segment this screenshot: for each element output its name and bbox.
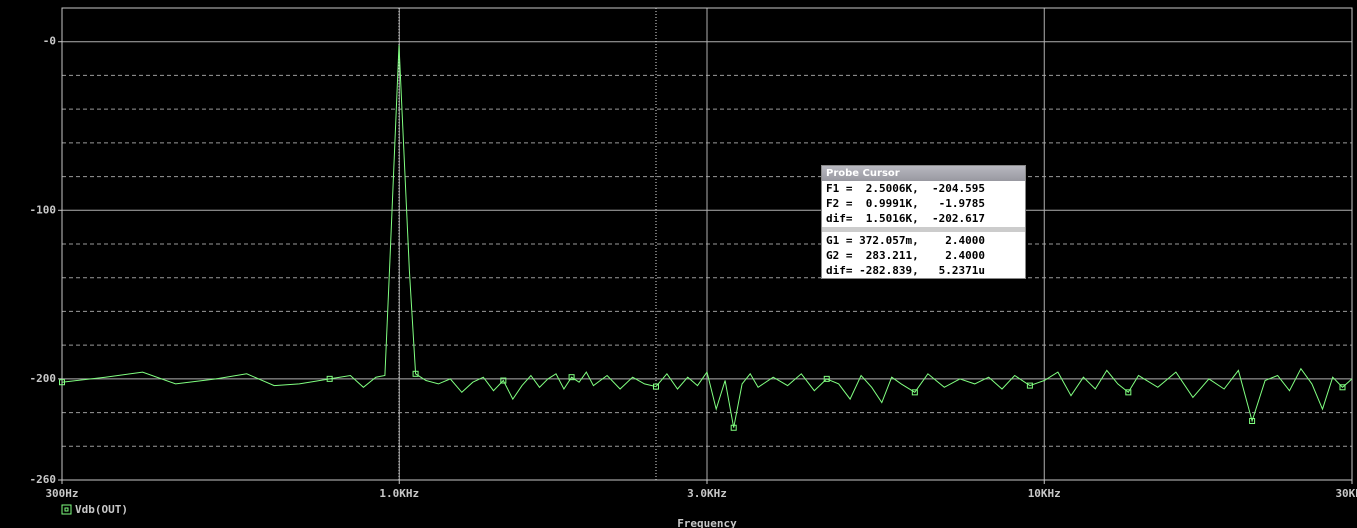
point-marker xyxy=(1026,382,1033,389)
point-marker xyxy=(326,375,333,382)
x-axis-title: Frequency xyxy=(677,517,737,528)
probe-row: G1 = 372.057m, 2.4000 xyxy=(826,234,985,247)
series-line xyxy=(61,45,1353,428)
probe-rows: G1 = 372.057m, 2.4000 G2 = 283.211, 2.400… xyxy=(822,233,1025,278)
probe-row: dif= 1.5016K, -202.617 xyxy=(826,212,985,225)
legend-marker xyxy=(61,504,72,515)
point-marker xyxy=(568,374,575,381)
y-tick-label: -200 xyxy=(30,372,57,385)
point-marker xyxy=(1249,418,1256,424)
probe-rows: F1 = 2.5006K, -204.595 F2 = 0.9991K, -1.9… xyxy=(822,181,1025,226)
probe-row: G2 = 283.211, 2.4000 xyxy=(826,249,985,262)
point-marker xyxy=(59,379,65,386)
point-marker xyxy=(412,370,419,377)
point-marker xyxy=(823,375,830,382)
point-marker xyxy=(1125,389,1132,396)
y-tick-label: -0 xyxy=(43,35,56,48)
y-tick-label: -260 xyxy=(30,473,57,486)
x-tick-label: 300Hz xyxy=(45,487,78,500)
point-marker xyxy=(730,424,737,431)
x-tick-label: 3.0KHz xyxy=(687,487,727,500)
probe-row: F2 = 0.9991K, -1.9785 xyxy=(826,197,985,210)
probe-cursor[interactable]: Probe Cursor F1 = 2.5006K, -204.595 F2 = … xyxy=(821,165,1026,279)
probe-title: Probe Cursor xyxy=(822,166,1025,181)
point-marker xyxy=(911,389,918,396)
x-tick-label: 30KHz xyxy=(1335,487,1357,500)
x-tick-label: 10KHz xyxy=(1028,487,1061,500)
plot-frame xyxy=(61,7,1353,481)
probe-row: dif= -282.839, 5.2371u xyxy=(826,264,985,277)
legend-label: Vdb(OUT) xyxy=(75,503,128,516)
point-marker xyxy=(652,383,659,390)
separator xyxy=(822,227,1025,232)
point-marker xyxy=(500,377,507,384)
x-tick-label: 1.0KHz xyxy=(379,487,419,500)
probe-row: F1 = 2.5006K, -204.595 xyxy=(826,182,985,195)
y-tick-label: -100 xyxy=(30,203,57,216)
point-marker xyxy=(1339,384,1346,391)
legend-marker-dot xyxy=(64,507,69,512)
